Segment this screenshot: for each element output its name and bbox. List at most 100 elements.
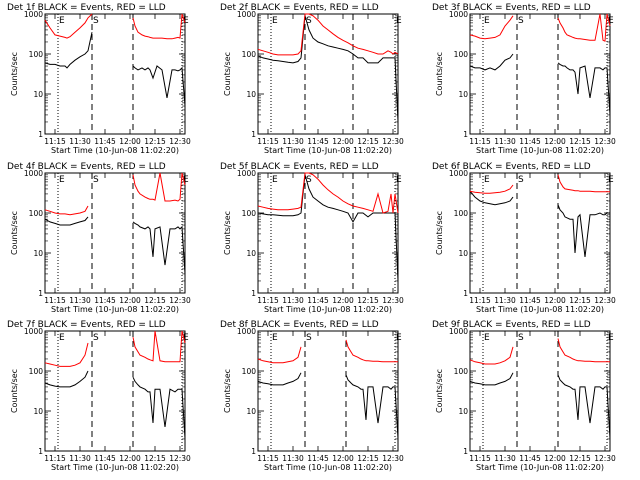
y-axis-label: Counts/sec [223,211,232,255]
series-line-events [257,372,302,386]
series-line-events [469,190,514,206]
plot-frame [257,172,399,294]
x-axis-label: Start Time (10-Jun-08 11:02:20) [476,146,604,155]
x-tick-label: 12:30 [169,137,191,146]
x-tick-label: 11:45 [519,296,541,305]
series-line-events [132,221,186,274]
marker-letter: S [518,175,524,185]
marker-letter: S [93,175,99,185]
x-tick-label: 11:45 [307,296,329,305]
x-tick-label: 11:45 [519,454,541,463]
y-tick-label: 10 [458,249,468,258]
marker-letter: S [306,16,312,26]
y-tick-label: 100 [454,50,469,59]
series-line-lld [132,330,186,363]
plot-frame [44,172,186,294]
x-tick-label: 11:15 [469,137,491,146]
y-tick-label: 10 [246,249,256,258]
series-line-lld [132,13,186,40]
marker-letter: E [608,16,614,26]
x-tick-label: 11:30 [69,296,91,305]
x-tick-label: 11:15 [469,296,491,305]
y-tick-label: 100 [242,367,257,376]
marker-letter: E [608,333,614,343]
marker-letter: E [396,16,402,26]
panel-5: Det 5f BLACK = Events, RED = LLD 1 10 100 10… [220,162,404,314]
marker-letter: E [183,175,189,185]
y-tick-label: 1 [251,447,256,456]
x-axis-label: Start Time (10-Jun-08 11:02:20) [51,305,179,314]
x-tick-label: 11:15 [257,296,279,305]
marker-letter: E [272,333,278,343]
x-tick-label: 12:30 [594,137,616,146]
marker-letter: E [272,16,278,26]
y-tick-label: 10 [246,407,256,416]
y-tick-label: 1 [38,130,43,139]
series-line-events [469,372,514,386]
marker-letter: E [396,175,402,185]
series-line-lld [469,346,514,365]
series-line-events [557,204,610,257]
marker-letter: S [306,333,312,343]
y-tick-label: 1 [463,289,468,298]
panel-title: Det 3f BLACK = Events, RED = LLD [432,3,591,13]
plot-frame [469,13,611,135]
series-line-lld [44,342,89,367]
marker-letter: S [306,175,312,185]
y-tick-label: 10 [458,407,468,416]
series-line-events [44,370,89,388]
series-line-lld [257,172,399,214]
x-tick-label: 11:45 [94,137,116,146]
panel-title: Det 2f BLACK = Events, RED = LLD [220,3,379,13]
y-tick-label: 100 [454,209,469,218]
x-tick-label: 12:30 [382,137,404,146]
marker-letter: S [518,16,524,26]
panel-4: Det 4f BLACK = Events, RED = LLD 1 10 100 10… [7,162,191,314]
x-tick-label: 12:00 [544,296,566,305]
series-line-lld [557,338,610,363]
marker-letter: E [608,175,614,185]
y-tick-label: 100 [242,50,257,59]
x-tick-label: 11:45 [94,296,116,305]
y-axis-label: Counts/sec [10,369,19,413]
y-tick-label: 10 [458,90,468,99]
x-tick-label: 12:15 [569,454,591,463]
panel-title: Det 5f BLACK = Events, RED = LLD [220,162,379,172]
x-tick-label: 12:00 [544,137,566,146]
y-tick-label: 100 [29,50,44,59]
x-tick-label: 11:45 [307,454,329,463]
y-axis-label: Counts/sec [10,211,19,255]
x-tick-label: 11:30 [494,454,516,463]
marker-letter: E [484,333,490,343]
marker-letter: E [59,175,65,185]
y-tick-label: 100 [29,367,44,376]
x-tick-label: 12:30 [382,296,404,305]
y-tick-label: 100 [454,367,469,376]
y-tick-label: 1 [251,130,256,139]
series-line-events [557,62,611,115]
marker-letter: E [484,16,490,26]
x-tick-label: 11:30 [282,296,304,305]
x-tick-label: 12:15 [569,296,591,305]
y-tick-label: 10 [246,90,256,99]
marker-letter: E [272,175,278,185]
x-tick-label: 12:15 [569,137,591,146]
x-axis-label: Start Time (10-Jun-08 11:02:20) [51,463,179,472]
panel-2: Det 2f BLACK = Events, RED = LLD 1 10 100 10… [220,3,404,155]
y-tick-label: 1000 [237,10,256,19]
x-tick-label: 11:30 [69,137,91,146]
marker-letter: E [59,333,65,343]
panel-6: Det 6f BLACK = Events, RED = LLD 1 10 100 10… [432,162,616,314]
series-line-events [257,174,399,282]
y-tick-label: 1 [251,289,256,298]
x-tick-label: 11:15 [44,296,66,305]
y-tick-label: 10 [33,249,43,258]
marker-letter: E [484,175,490,185]
marker-letter: S [93,333,99,343]
series-line-lld [132,172,186,202]
x-tick-label: 11:30 [282,137,304,146]
x-tick-label: 11:15 [257,137,279,146]
y-tick-label: 1 [463,447,468,456]
panel-title: Det 8f BLACK = Events, RED = LLD [220,320,379,330]
y-tick-label: 1 [38,447,43,456]
